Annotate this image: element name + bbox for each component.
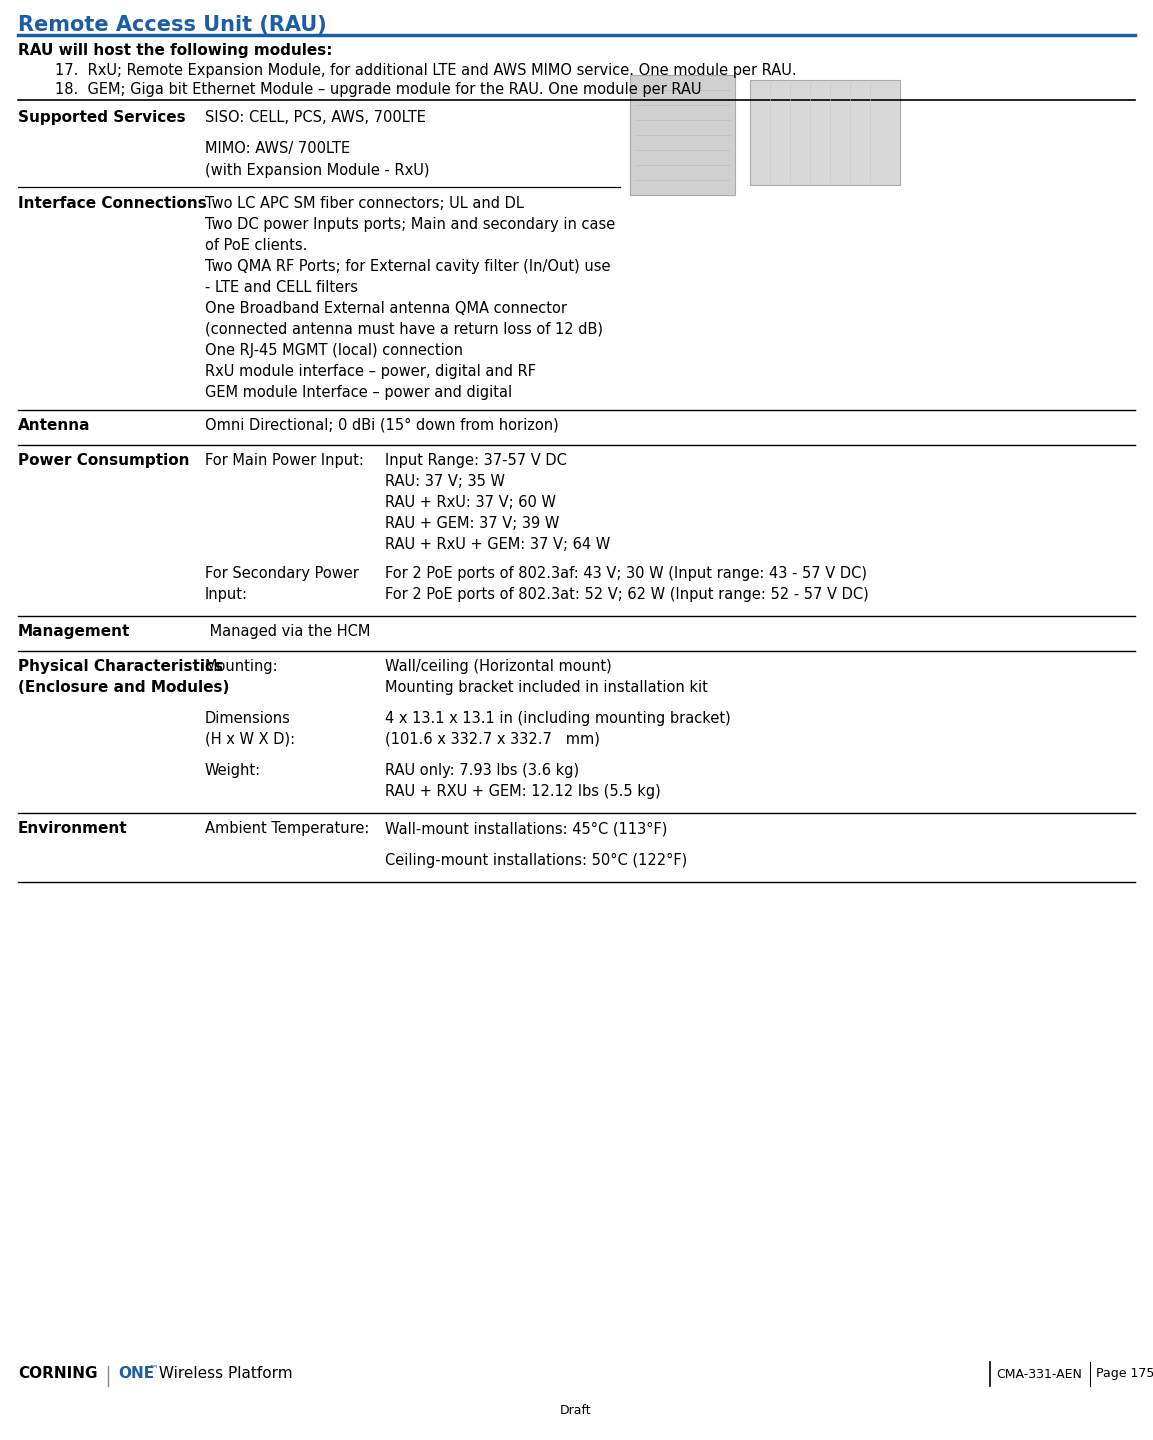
Text: 17.  RxU; Remote Expansion Module, for additional LTE and AWS MIMO service. One : 17. RxU; Remote Expansion Module, for ad… [55,63,797,78]
Text: RAU: 37 V; 35 W: RAU: 37 V; 35 W [385,474,505,490]
Text: Wall/ceiling (Horizontal mount): Wall/ceiling (Horizontal mount) [385,660,612,674]
Bar [749,81,900,184]
Text: Weight:: Weight: [205,763,261,778]
Text: (H x W X D):: (H x W X D): [205,732,295,747]
Text: CMA-331-AEN: CMA-331-AEN [996,1368,1082,1381]
Text: Two DC power Inputs ports; Main and secondary in case: Two DC power Inputs ports; Main and seco… [205,217,616,232]
Text: Omni Directional; 0 dBi (15° down from horizon): Omni Directional; 0 dBi (15° down from h… [205,418,559,433]
Text: Ceiling-mount installations: 50°C (122°F): Ceiling-mount installations: 50°C (122°F… [385,852,687,867]
Text: Two QMA RF Ports; for External cavity filter (In/Out) use: Two QMA RF Ports; for External cavity fi… [205,259,610,274]
Text: For Secondary Power: For Secondary Power [205,566,359,580]
Text: Physical Characteristics: Physical Characteristics [18,660,223,674]
Text: Remote Access Unit (RAU): Remote Access Unit (RAU) [18,14,326,35]
Text: ™: ™ [149,1364,159,1372]
Text: (connected antenna must have a return loss of 12 dB): (connected antenna must have a return lo… [205,323,603,337]
Text: RxU module interface – power, digital and RF: RxU module interface – power, digital an… [205,364,536,379]
Text: Ambient Temperature:: Ambient Temperature: [205,821,369,837]
Text: RAU + RXU + GEM: 12.12 lbs (5.5 kg): RAU + RXU + GEM: 12.12 lbs (5.5 kg) [385,783,661,799]
Text: 18.  GEM; Giga bit Ethernet Module – upgrade module for the RAU. One module per : 18. GEM; Giga bit Ethernet Module – upgr… [55,82,701,96]
Text: Interface Connections: Interface Connections [18,196,206,212]
Bar [630,75,734,194]
Text: Environment: Environment [18,821,128,837]
Text: Supported Services: Supported Services [18,109,186,125]
Text: GEM module Interface – power and digital: GEM module Interface – power and digital [205,384,512,400]
Text: Managed via the HCM: Managed via the HCM [205,624,370,639]
Text: RAU only: 7.93 lbs (3.6 kg): RAU only: 7.93 lbs (3.6 kg) [385,763,579,778]
Text: Page 175: Page 175 [1097,1368,1153,1381]
Text: SISO: CELL, PCS, AWS, 700LTE: SISO: CELL, PCS, AWS, 700LTE [205,109,425,125]
Text: Dimensions: Dimensions [205,711,291,726]
Text: For Main Power Input:: For Main Power Input: [205,454,364,468]
Text: Wireless Platform: Wireless Platform [155,1367,293,1381]
Text: Input:: Input: [205,588,248,602]
Text: RAU will host the following modules:: RAU will host the following modules: [18,43,332,58]
Text: Power Consumption: Power Consumption [18,454,189,468]
Text: (with Expansion Module - RxU): (with Expansion Module - RxU) [205,163,430,177]
Text: - LTE and CELL filters: - LTE and CELL filters [205,279,357,295]
Text: (101.6 x 332.7 x 332.7   mm): (101.6 x 332.7 x 332.7 mm) [385,732,600,747]
Text: Two LC APC SM fiber connectors; UL and DL: Two LC APC SM fiber connectors; UL and D… [205,196,523,212]
Text: RAU + GEM: 37 V; 39 W: RAU + GEM: 37 V; 39 W [385,516,559,531]
Text: Draft: Draft [560,1404,591,1417]
Text: Management: Management [18,624,130,639]
Text: For 2 PoE ports of 802.3at: 52 V; 62 W (Input range: 52 - 57 V DC): For 2 PoE ports of 802.3at: 52 V; 62 W (… [385,588,868,602]
Text: of PoE clients.: of PoE clients. [205,238,308,253]
Text: RAU + RxU + GEM: 37 V; 64 W: RAU + RxU + GEM: 37 V; 64 W [385,537,610,552]
Text: Antenna: Antenna [18,418,90,433]
Text: One RJ-45 MGMT (local) connection: One RJ-45 MGMT (local) connection [205,343,464,359]
Text: Mounting bracket included in installation kit: Mounting bracket included in installatio… [385,680,708,696]
Text: ONE: ONE [118,1367,155,1381]
Text: 4 x 13.1 x 13.1 in (including mounting bracket): 4 x 13.1 x 13.1 in (including mounting b… [385,711,731,726]
Text: RAU + RxU: 37 V; 60 W: RAU + RxU: 37 V; 60 W [385,495,556,510]
Text: For 2 PoE ports of 802.3af: 43 V; 30 W (Input range: 43 - 57 V DC): For 2 PoE ports of 802.3af: 43 V; 30 W (… [385,566,867,580]
Text: CORNING: CORNING [18,1367,98,1381]
Text: Wall-mount installations: 45°C (113°F): Wall-mount installations: 45°C (113°F) [385,821,668,837]
Text: Input Range: 37-57 V DC: Input Range: 37-57 V DC [385,454,567,468]
Text: MIMO: AWS/ 700LTE: MIMO: AWS/ 700LTE [205,141,351,157]
Text: (Enclosure and Modules): (Enclosure and Modules) [18,680,229,696]
Text: Mounting:: Mounting: [205,660,279,674]
Text: One Broadband External antenna QMA connector: One Broadband External antenna QMA conne… [205,301,567,315]
